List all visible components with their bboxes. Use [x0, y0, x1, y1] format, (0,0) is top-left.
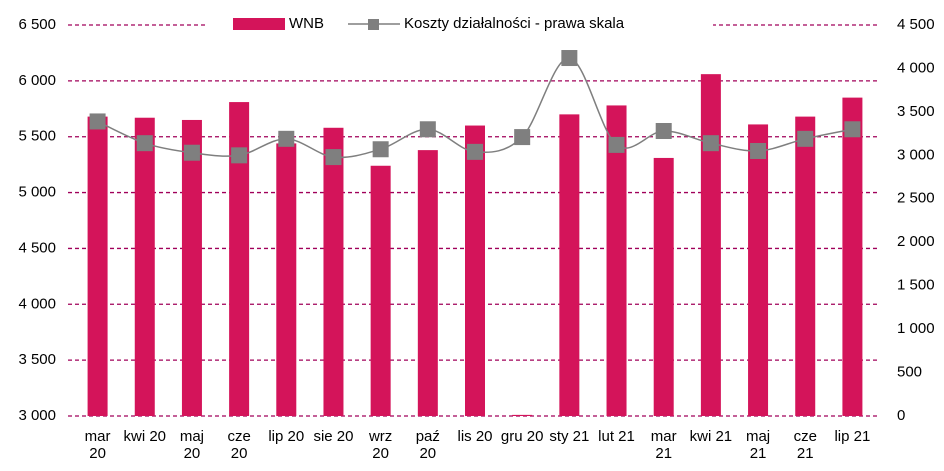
line-marker — [136, 135, 153, 152]
line-marker — [844, 121, 861, 138]
bar — [700, 74, 721, 416]
x-tick-label: sty 21 — [549, 428, 590, 445]
line-marker — [325, 149, 342, 166]
y2-tick-label: 4 500 — [897, 16, 935, 33]
x-tick-label: sie 20 — [313, 428, 354, 445]
line-marker — [183, 144, 200, 161]
x-tick-label: cze 21 — [793, 428, 817, 462]
x-tick-label: cze 20 — [227, 428, 251, 462]
bar — [606, 105, 627, 416]
bar — [181, 119, 202, 416]
line-marker — [89, 113, 106, 130]
legend-bg — [205, 12, 713, 38]
bar — [229, 102, 250, 416]
line-marker — [231, 147, 248, 164]
x-tick-label: lut 21 — [598, 428, 635, 445]
y-tick-label: 3 000 — [18, 407, 56, 424]
x-tick-label: wrz 20 — [368, 428, 393, 462]
line-marker — [561, 50, 578, 67]
bar — [653, 157, 674, 416]
y2-tick-label: 2 000 — [897, 233, 935, 250]
x-tick-label: lip 21 — [834, 428, 871, 445]
x-tick-label: maj 20 — [179, 428, 205, 462]
x-tick-label: kwi 21 — [689, 428, 733, 445]
legend-swatch-marker — [368, 19, 379, 30]
y2-tick-label: 4 000 — [897, 59, 935, 76]
bar — [559, 114, 580, 416]
y-tick-label: 5 500 — [18, 128, 56, 145]
y2-tick-label: 3 500 — [897, 103, 935, 120]
bar — [134, 117, 155, 417]
y-tick-label: 6 500 — [18, 16, 56, 33]
y-tick-label: 3 500 — [18, 351, 56, 368]
y-tick-label: 5 000 — [18, 184, 56, 201]
y2-tick-label: 1 500 — [897, 277, 935, 294]
x-tick-label: lip 20 — [268, 428, 305, 445]
legend: WNB Koszty działalności - prawa skala — [205, 12, 713, 38]
bar — [842, 97, 863, 416]
line-marker — [655, 123, 672, 140]
y-tick-label: 4 500 — [18, 239, 56, 256]
line-marker — [750, 142, 767, 159]
y2-tick-label: 0 — [897, 407, 905, 424]
x-tick-label: mar 21 — [650, 428, 677, 462]
legend-label: WNB — [289, 15, 324, 32]
legend-label: Koszty działalności - prawa skala — [404, 15, 625, 32]
bar — [795, 116, 816, 416]
line-marker — [608, 136, 625, 153]
y2-tick-label: 3 000 — [897, 146, 935, 163]
y2-tick-label: 2 500 — [897, 190, 935, 207]
x-tick-label: kwi 20 — [123, 428, 167, 445]
line-marker — [372, 141, 389, 158]
bar — [417, 150, 438, 416]
bar — [276, 143, 297, 416]
line-marker — [278, 130, 295, 147]
line-marker — [514, 129, 531, 146]
legend-swatch — [233, 18, 285, 30]
x-tick-label: maj 21 — [745, 428, 771, 462]
bar — [370, 165, 391, 416]
x-tick-label: lis 20 — [457, 428, 493, 445]
x-tick-label: paź 20 — [415, 428, 440, 462]
bar — [465, 125, 485, 417]
x-tick-label: gru 20 — [500, 428, 544, 445]
line-marker — [702, 135, 719, 152]
line-marker — [419, 121, 436, 138]
bar — [748, 124, 769, 416]
bar — [87, 116, 108, 416]
y2-tick-label: 500 — [897, 364, 922, 381]
line-marker — [467, 143, 483, 160]
bar — [512, 414, 533, 416]
y2-tick-label: 1 000 — [897, 320, 935, 337]
x-tick-label: mar 20 — [84, 428, 111, 462]
line-marker — [797, 130, 814, 147]
y-tick-label: 6 000 — [18, 72, 56, 89]
y-tick-label: 4 000 — [18, 295, 56, 312]
bar — [323, 127, 344, 416]
